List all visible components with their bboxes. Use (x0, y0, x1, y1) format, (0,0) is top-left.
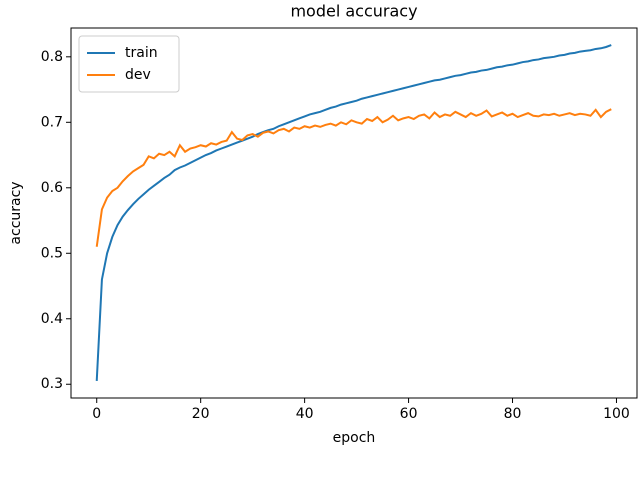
x-tick-label: 60 (400, 406, 418, 422)
x-tick-label: 20 (192, 406, 210, 422)
y-tick-label: 0.8 (41, 49, 63, 65)
y-tick-label: 0.4 (41, 311, 63, 327)
y-tick-label: 0.6 (41, 180, 63, 196)
chart-title: model accuracy (290, 2, 417, 21)
x-tick-label: 0 (92, 406, 101, 422)
x-tick-label: 100 (603, 406, 630, 422)
legend-label: dev (125, 67, 151, 83)
plot-frame (70, 27, 638, 399)
x-axis-label: epoch (333, 430, 376, 446)
y-tick-label: 0.7 (41, 114, 63, 130)
legend-label: train (125, 45, 158, 61)
y-axis-label: accuracy (8, 181, 24, 244)
x-tick-label: 40 (296, 406, 314, 422)
legend-box (78, 35, 180, 93)
y-tick-label: 0.3 (41, 376, 63, 392)
line-series (95, 108, 612, 247)
y-tick-label: 0.5 (41, 245, 63, 261)
x-tick-label: 80 (504, 406, 522, 422)
line-series (95, 44, 612, 382)
